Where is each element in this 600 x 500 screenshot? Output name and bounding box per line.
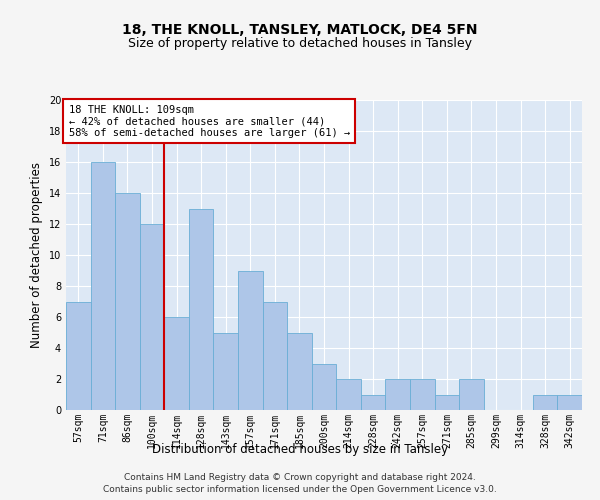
Bar: [312, 364, 336, 410]
Bar: [189, 208, 214, 410]
Bar: [263, 302, 287, 410]
Bar: [533, 394, 557, 410]
Bar: [557, 394, 582, 410]
Text: 18, THE KNOLL, TANSLEY, MATLOCK, DE4 5FN: 18, THE KNOLL, TANSLEY, MATLOCK, DE4 5FN: [122, 22, 478, 36]
Text: Size of property relative to detached houses in Tansley: Size of property relative to detached ho…: [128, 38, 472, 51]
Text: Contains public sector information licensed under the Open Government Licence v3: Contains public sector information licen…: [103, 485, 497, 494]
Bar: [361, 394, 385, 410]
Bar: [336, 379, 361, 410]
Text: Distribution of detached houses by size in Tansley: Distribution of detached houses by size …: [152, 442, 448, 456]
Bar: [214, 332, 238, 410]
Bar: [385, 379, 410, 410]
Bar: [140, 224, 164, 410]
Y-axis label: Number of detached properties: Number of detached properties: [30, 162, 43, 348]
Bar: [287, 332, 312, 410]
Bar: [459, 379, 484, 410]
Bar: [410, 379, 434, 410]
Bar: [66, 302, 91, 410]
Bar: [115, 193, 140, 410]
Text: 18 THE KNOLL: 109sqm
← 42% of detached houses are smaller (44)
58% of semi-detac: 18 THE KNOLL: 109sqm ← 42% of detached h…: [68, 104, 350, 138]
Bar: [238, 270, 263, 410]
Text: Contains HM Land Registry data © Crown copyright and database right 2024.: Contains HM Land Registry data © Crown c…: [124, 472, 476, 482]
Bar: [91, 162, 115, 410]
Bar: [434, 394, 459, 410]
Bar: [164, 317, 189, 410]
